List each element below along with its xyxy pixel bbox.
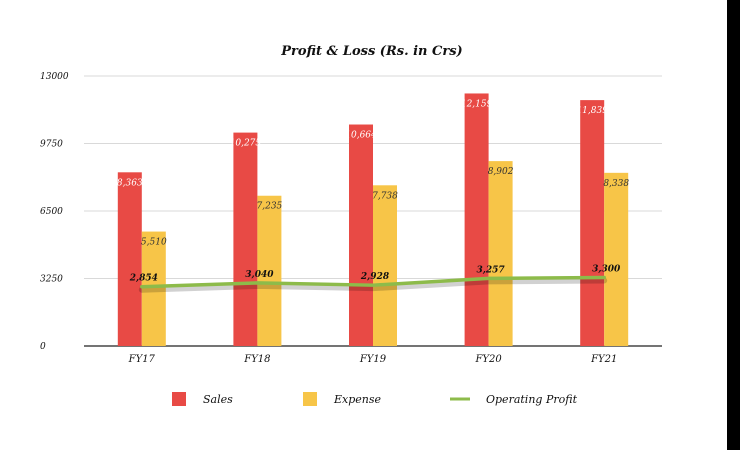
bar-sales: [117, 172, 142, 346]
data-label-expense: 8,338: [603, 179, 629, 189]
x-tick-label: FY21: [590, 354, 617, 365]
x-tick-label: FY20: [474, 354, 502, 365]
legend-label: Expense: [333, 393, 382, 406]
data-label-operating-profit: 3,040: [245, 270, 274, 280]
data-label-operating-profit: 2,854: [129, 274, 158, 284]
bar-expense: [141, 231, 166, 346]
data-label-operating-profit: 3,257: [477, 265, 506, 275]
bar-expense: [373, 185, 397, 346]
bar-sales: [233, 132, 258, 346]
data-label-sales: 10,275: [230, 139, 262, 149]
data-label-operating-profit: 2,928: [360, 272, 390, 282]
operating-profit-line: [140, 275, 606, 289]
y-axis-ticks: 0 3250 6500 9750 13000: [40, 72, 69, 352]
bar-layer: 8,363 5,510 10,275 7,235 10,664 7,738 12,159 8,…: [117, 93, 629, 347]
data-label-operating-profit: 3,300: [592, 264, 621, 274]
operating-profit-line-shadow: [138, 277, 608, 293]
legend-label: Sales: [203, 393, 233, 406]
legend-label: Operating Profit: [486, 393, 578, 406]
y-tick-label: 0: [40, 342, 46, 352]
x-tick-label: FY18: [243, 354, 270, 365]
bar-sales: [349, 124, 373, 346]
chart-title: Profit & Loss (Rs. in Crs): [280, 44, 462, 59]
data-label-sales: 8,363: [117, 178, 143, 188]
bar-sales: [464, 93, 489, 347]
y-tick-label: 3250: [40, 275, 63, 285]
data-label-sales: 10,664: [345, 131, 377, 141]
y-tick-label: 9750: [40, 140, 63, 150]
line-layer: 2,854 3,040 2,928 3,257 3,300: [129, 264, 621, 293]
bar-expense: [488, 161, 513, 346]
bar-expense: [604, 172, 629, 346]
x-tick-label: FY19: [359, 354, 387, 365]
x-axis-ticks: FY17 FY18 FY19 FY20 FY21: [128, 354, 618, 365]
x-tick-label: FY17: [128, 354, 156, 365]
data-label-expense: 7,235: [257, 202, 283, 212]
bar-expense: [257, 195, 282, 346]
data-label-expense: 7,738: [372, 191, 398, 201]
legend-swatch: [303, 392, 317, 406]
y-tick-label: 13000: [40, 72, 69, 82]
bar-sales: [580, 100, 605, 347]
data-label-sales: 11,839: [576, 106, 608, 116]
data-label-expense: 8,902: [488, 167, 514, 177]
data-label-sales: 12,159: [461, 99, 493, 109]
y-tick-label: 6500: [40, 207, 63, 217]
data-label-expense: 5,510: [141, 238, 167, 248]
legend-swatch: [172, 392, 186, 406]
right-border: [727, 0, 740, 450]
legend: Sales Expense Operating Profit: [172, 392, 578, 406]
